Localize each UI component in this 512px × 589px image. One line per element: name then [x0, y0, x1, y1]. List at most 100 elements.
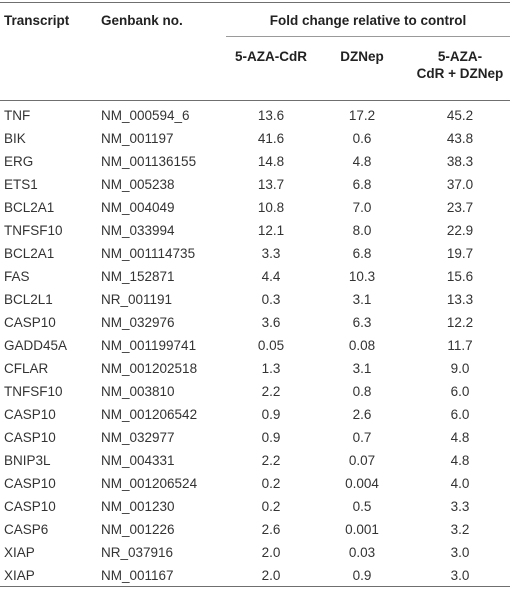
cell-dznep: 0.5	[352, 499, 372, 514]
cell-transcript: FAS	[4, 269, 30, 284]
table-row: CASP10 NM_001206542 0.9 2.6 6.0	[0, 403, 512, 426]
cell-genbank: NM_033994	[101, 223, 175, 238]
cell-combination: 38.3	[446, 154, 474, 169]
cell-genbank: NM_001167	[101, 568, 174, 583]
cell-combination: 37.0	[446, 177, 474, 192]
cell-dznep: 0.03	[348, 545, 376, 560]
cell-genbank: NM_001226	[101, 522, 175, 537]
cell-combination: 3.0	[450, 545, 470, 560]
cell-combination: 3.0	[450, 568, 470, 583]
top-rule	[0, 2, 510, 3]
cell-dznep: 6.8	[352, 246, 372, 261]
table-row: CASP6 NM_001226 2.6 0.001 3.2	[0, 518, 512, 541]
cell-aza: 0.9	[261, 430, 281, 445]
cell-transcript: TNF	[4, 108, 31, 123]
table-row: ETS1 NM_005238 13.7 6.8 37.0	[0, 173, 512, 196]
cell-aza: 0.9	[261, 407, 281, 422]
cell-transcript: XIAP	[4, 568, 35, 583]
cell-aza: 0.3	[261, 292, 281, 307]
header-sub-rule	[226, 36, 510, 37]
cell-dznep: 6.3	[352, 315, 372, 330]
table-row: BCL2L1 NR_001191 0.3 3.1 13.3	[0, 288, 512, 311]
cell-genbank: NM_001199741	[101, 338, 197, 353]
table-row: BNIP3L NM_004331 2.2 0.07 4.8	[0, 449, 512, 472]
table-row: BIK NM_001197 41.6 0.6 43.8	[0, 127, 512, 150]
header-dznep: DZNep	[340, 49, 384, 64]
cell-combination: 15.6	[446, 269, 474, 284]
cell-aza: 14.8	[257, 154, 285, 169]
cell-dznep: 10.3	[348, 269, 376, 284]
cell-combination: 4.0	[450, 476, 470, 491]
cell-genbank: NM_001136155	[101, 154, 197, 169]
cell-aza: 2.0	[261, 545, 281, 560]
cell-dznep: 0.001	[345, 522, 379, 537]
cell-combination: 45.2	[446, 108, 474, 123]
cell-genbank: NM_003810	[101, 384, 175, 399]
cell-transcript: BCL2L1	[4, 292, 53, 307]
cell-dznep: 0.07	[348, 453, 376, 468]
cell-genbank: NM_005238	[101, 177, 175, 192]
table-row: CASP10 NM_032976 3.6 6.3 12.2	[0, 311, 512, 334]
cell-dznep: 0.9	[352, 568, 372, 583]
cell-dznep: 3.1	[352, 361, 372, 376]
table-row: TNFSF10 NM_003810 2.2 0.8 6.0	[0, 380, 512, 403]
cell-transcript: CFLAR	[4, 361, 49, 376]
cell-transcript: BCL2A1	[4, 200, 55, 215]
table-row: CASP10 NM_001206524 0.2 0.004 4.0	[0, 472, 512, 495]
cell-dznep: 0.8	[352, 384, 372, 399]
cell-genbank: NM_004331	[101, 453, 175, 468]
cell-combination: 4.8	[450, 453, 470, 468]
cell-transcript: XIAP	[4, 545, 35, 560]
cell-dznep: 7.0	[352, 200, 372, 215]
cell-transcript: TNFSF10	[4, 223, 63, 238]
header-aza: 5-AZA-CdR	[235, 49, 307, 64]
table-row: GADD45A NM_001199741 0.05 0.08 11.7	[0, 334, 512, 357]
cell-aza: 10.8	[257, 200, 285, 215]
cell-genbank: NM_001230	[101, 499, 175, 514]
cell-genbank: NM_004049	[101, 200, 175, 215]
cell-combination: 3.3	[450, 499, 470, 514]
table-row: XIAP NR_037916 2.0 0.03 3.0	[0, 541, 512, 564]
cell-transcript: CASP6	[4, 522, 49, 537]
cell-genbank: NM_001206542	[101, 407, 198, 422]
cell-aza: 41.6	[257, 131, 285, 146]
cell-aza: 13.6	[257, 108, 285, 123]
cell-transcript: BIK	[4, 131, 26, 146]
cell-dznep: 8.0	[352, 223, 372, 238]
cell-combination: 13.3	[446, 292, 474, 307]
cell-transcript: ETS1	[4, 177, 38, 192]
cell-aza: 2.0	[261, 568, 281, 583]
table-row: CASP10 NM_001230 0.2 0.5 3.3	[0, 495, 512, 518]
table-row: BCL2A1 NM_004049 10.8 7.0 23.7	[0, 196, 512, 219]
cell-combination: 11.7	[447, 338, 473, 353]
cell-transcript: GADD45A	[4, 338, 68, 353]
cell-genbank: NR_001191	[101, 292, 173, 307]
cell-genbank: NM_000594_6	[101, 108, 190, 123]
cell-aza: 0.2	[261, 476, 281, 491]
cell-dznep: 0.7	[352, 430, 372, 445]
cell-transcript: BCL2A1	[4, 246, 55, 261]
cell-aza: 12.1	[257, 223, 285, 238]
cell-transcript: ERG	[4, 154, 34, 169]
cell-aza: 0.2	[261, 499, 281, 514]
cell-genbank: NM_152871	[101, 269, 175, 284]
table-body: TNF NM_000594_6 13.6 17.2 45.2 BIK NM_001197 41…	[0, 104, 512, 587]
cell-dznep: 17.2	[348, 108, 376, 123]
table-row: CFLAR NM_001202518 1.3 3.1 9.0	[0, 357, 512, 380]
header-combination-line2: CdR + DZNep	[416, 66, 504, 81]
cell-combination: 43.8	[446, 131, 474, 146]
cell-genbank: NR_037916	[101, 545, 174, 560]
cell-genbank: NM_001114735	[101, 246, 196, 261]
cell-aza: 0.05	[257, 338, 285, 353]
cell-combination: 3.2	[450, 522, 470, 537]
cell-genbank: NM_032977	[101, 430, 175, 445]
cell-aza: 2.6	[261, 522, 281, 537]
cell-genbank: NM_001197	[101, 131, 174, 146]
cell-transcript: CASP10	[4, 499, 56, 514]
cell-dznep: 0.004	[345, 476, 379, 491]
cell-dznep: 4.8	[352, 154, 372, 169]
table-row: ERG NM_001136155 14.8 4.8 38.3	[0, 150, 512, 173]
cell-aza: 2.2	[261, 384, 281, 399]
table-row: TNF NM_000594_6 13.6 17.2 45.2	[0, 104, 512, 127]
